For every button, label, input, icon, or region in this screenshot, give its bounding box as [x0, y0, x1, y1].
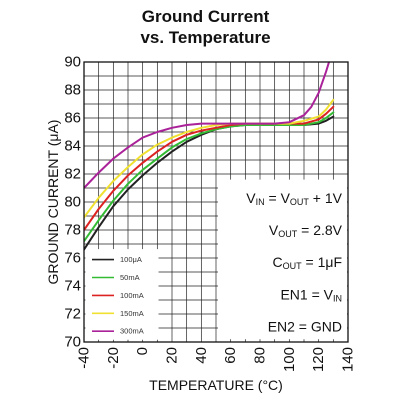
- x-tick-label: 60: [222, 347, 239, 364]
- y-tick-label: 84: [64, 138, 81, 155]
- y-tick-label: 76: [64, 250, 81, 267]
- series-group: [84, 62, 335, 251]
- x-tick-label: 80: [252, 347, 269, 364]
- x-tick-label: 120: [310, 347, 327, 372]
- chart-title: Ground Current vs. Temperature: [0, 6, 411, 48]
- y-tick-label: 70: [64, 334, 81, 351]
- x-tick-label: 100: [281, 347, 298, 372]
- y-tick-label: 72: [64, 306, 81, 323]
- chart-title-line-1: vs. Temperature: [140, 28, 271, 47]
- series-line-100mA: [84, 105, 335, 231]
- annotation-line: VOUT = 2.8V: [269, 222, 343, 239]
- annotation-text: V: [246, 190, 256, 206]
- annotation-text: = V: [265, 190, 291, 206]
- series-line-50mA: [84, 111, 335, 243]
- annotation-subscript: OUT: [278, 229, 298, 239]
- x-tick-label: 20: [164, 347, 181, 364]
- x-axis-label: TEMPERATURE (°C): [149, 377, 283, 393]
- legend-label: 100μA: [120, 255, 142, 264]
- legend-label: 50mA: [120, 273, 140, 282]
- y-axis-label: GROUND CURRENT (μA): [45, 120, 61, 285]
- y-tick-label: 80: [64, 194, 81, 211]
- legend-label: 150mA: [120, 309, 144, 318]
- annotation-subscript: IN: [333, 293, 342, 303]
- annotation-text: V: [269, 222, 279, 238]
- annotation-line: COUT = 1μF: [273, 254, 342, 271]
- y-tick-label: 90: [64, 54, 81, 71]
- y-tick-label: 78: [64, 222, 81, 239]
- annotation-text: C: [273, 254, 283, 270]
- y-tick-label: 86: [64, 110, 81, 127]
- annotation-text: = 1μF: [302, 254, 342, 270]
- x-tick-label: -40: [76, 347, 93, 369]
- plot-border: [83, 61, 349, 343]
- annotation-line: VIN = VOUT + 1V: [246, 190, 342, 207]
- legend-label: 300mA: [120, 327, 144, 336]
- annotation-subscript: OUT: [283, 261, 303, 271]
- annotation-subscript: IN: [256, 197, 265, 207]
- legend-box: [85, 249, 159, 340]
- annotation-text: = 2.8V: [297, 222, 342, 238]
- y-tick-label: 74: [64, 278, 81, 295]
- x-tick-label: 40: [193, 347, 210, 364]
- annotation-text: EN2 = GND: [268, 319, 342, 335]
- annotation-subscript: OUT: [290, 197, 310, 207]
- series-line-300mA: [84, 62, 331, 189]
- annotation-line: EN1 = VIN: [280, 286, 342, 303]
- y-tick-label: 82: [64, 166, 81, 183]
- x-tick-label: -20: [105, 347, 122, 369]
- annotation-box: [218, 179, 347, 340]
- annotation-text: EN1 = V: [280, 286, 333, 302]
- annotation-text: + 1V: [309, 190, 343, 206]
- legend: 100μA 50mA 100mA 150mA 300mA: [85, 249, 159, 340]
- y-tick-label: 88: [64, 82, 81, 99]
- x-tick-label: 0: [134, 347, 151, 355]
- series-line-150mA: [84, 98, 335, 219]
- legend-label: 100mA: [120, 291, 144, 300]
- chart-title-line-0: Ground Current: [141, 7, 270, 26]
- annotation-line: EN2 = GND: [268, 319, 342, 335]
- x-tick-label: 140: [340, 347, 357, 372]
